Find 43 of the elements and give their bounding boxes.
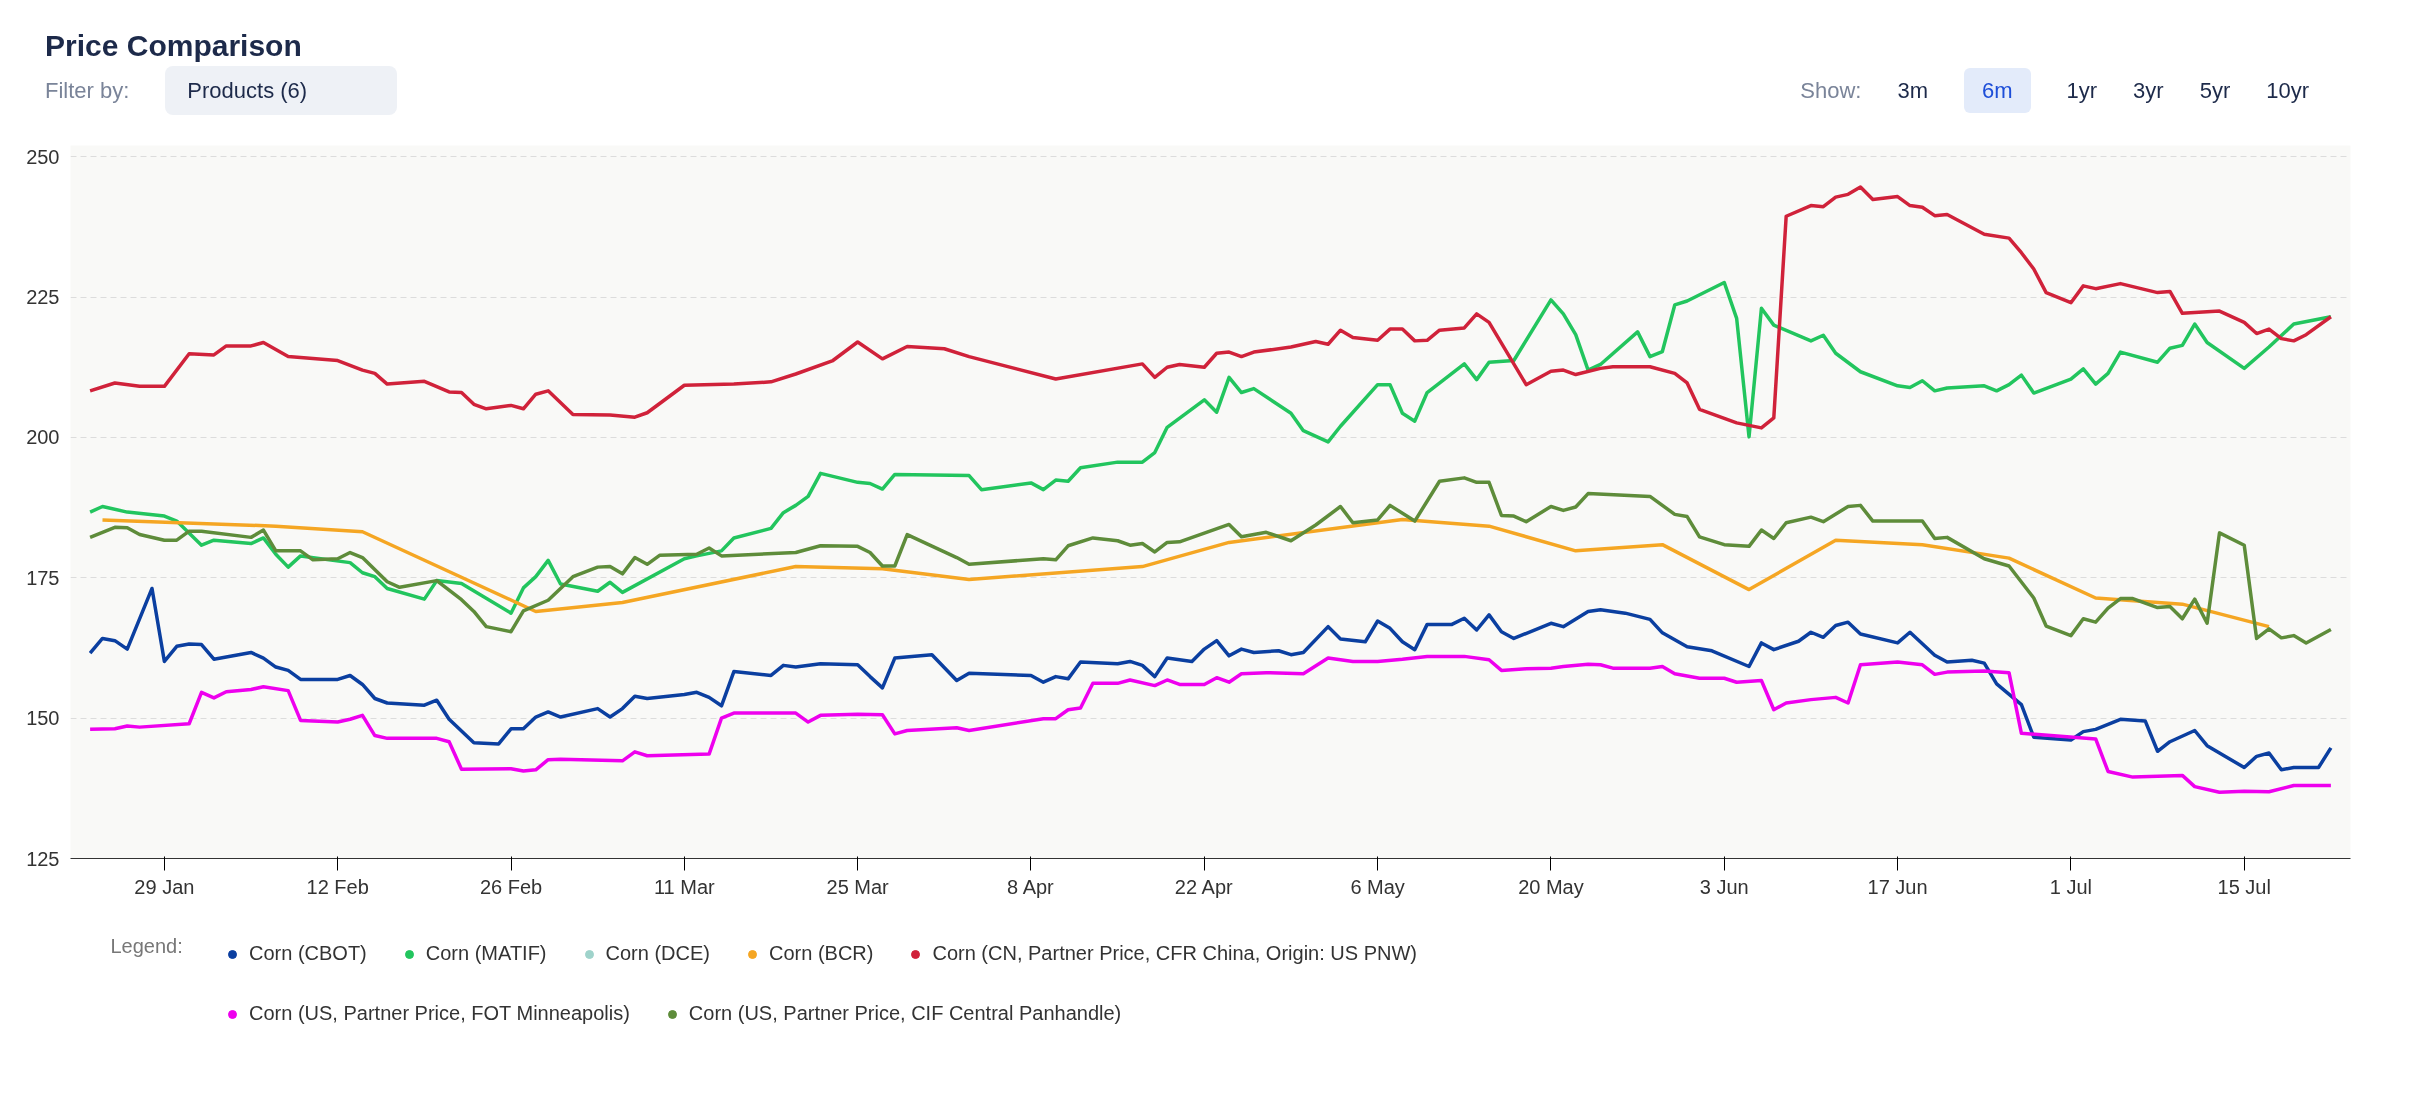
- text: 3yr: [2133, 78, 2164, 103]
- x-tick-label: 26 Feb: [479, 875, 543, 898]
- x-tick-label: 12 Feb: [306, 875, 369, 898]
- y-tick-label: 250: [26, 145, 60, 168]
- x-tick-label: 29 Jan: [134, 875, 195, 898]
- line-series: [88, 185, 2333, 430]
- legend-label: Corn (DCE): [605, 942, 710, 965]
- text: Products (6): [165, 66, 398, 115]
- y-tick-label: 150: [26, 707, 60, 730]
- text: 3m: [1897, 78, 1928, 103]
- x-tick-label: 11 Mar: [653, 875, 716, 898]
- text: 10yr: [2266, 78, 2309, 103]
- chart-title: Price Comparison: [45, 28, 302, 64]
- legend-label: Corn (BCR): [768, 942, 874, 965]
- line-series: [88, 476, 2333, 645]
- line-series: [88, 586, 2333, 772]
- x-tick-label: 20 May: [1518, 875, 1584, 898]
- y-tick-label: 175: [26, 566, 60, 589]
- y-tick-label: 225: [26, 286, 60, 309]
- text: 5yr: [2199, 78, 2231, 103]
- legend-title: Legend:: [110, 934, 183, 957]
- text: Show:: [1800, 78, 1862, 103]
- x-tick-label: 6 May: [1350, 875, 1405, 898]
- line-series: [88, 654, 2333, 794]
- x-tick-label: 8 Apr: [1007, 875, 1055, 898]
- legend-label: Corn (MATIF): [425, 942, 547, 965]
- x-tick-label: 25 Mar: [826, 875, 890, 898]
- line-series: [100, 517, 2271, 629]
- line-series: [88, 280, 2333, 615]
- legend-label: Corn (CBOT): [249, 942, 367, 965]
- text: 1yr: [2066, 78, 2098, 103]
- x-tick-label: 17 Jun: [1867, 875, 1928, 898]
- x-tick-label: 15 Jul: [2217, 875, 2271, 898]
- legend-label: Corn (US, Partner Price, CIF Central Panhandle): [688, 1002, 1122, 1025]
- legend-label: Corn (US, Partner Price, FOT Minneapolis): [249, 1002, 630, 1025]
- x-tick-label: 22 Apr: [1174, 875, 1234, 898]
- legend-label: Corn (CN, Partner Price, CFR China, Origin: US PNW): [932, 942, 1417, 965]
- x-tick-label: 3 Jun: [1699, 875, 1749, 898]
- text: 6m: [1963, 68, 2031, 113]
- y-tick-label: 200: [26, 426, 60, 449]
- text: Filter by:: [45, 78, 130, 103]
- x-tick-label: 1 Jul: [2049, 875, 2093, 898]
- y-tick-label: 125: [26, 847, 60, 870]
